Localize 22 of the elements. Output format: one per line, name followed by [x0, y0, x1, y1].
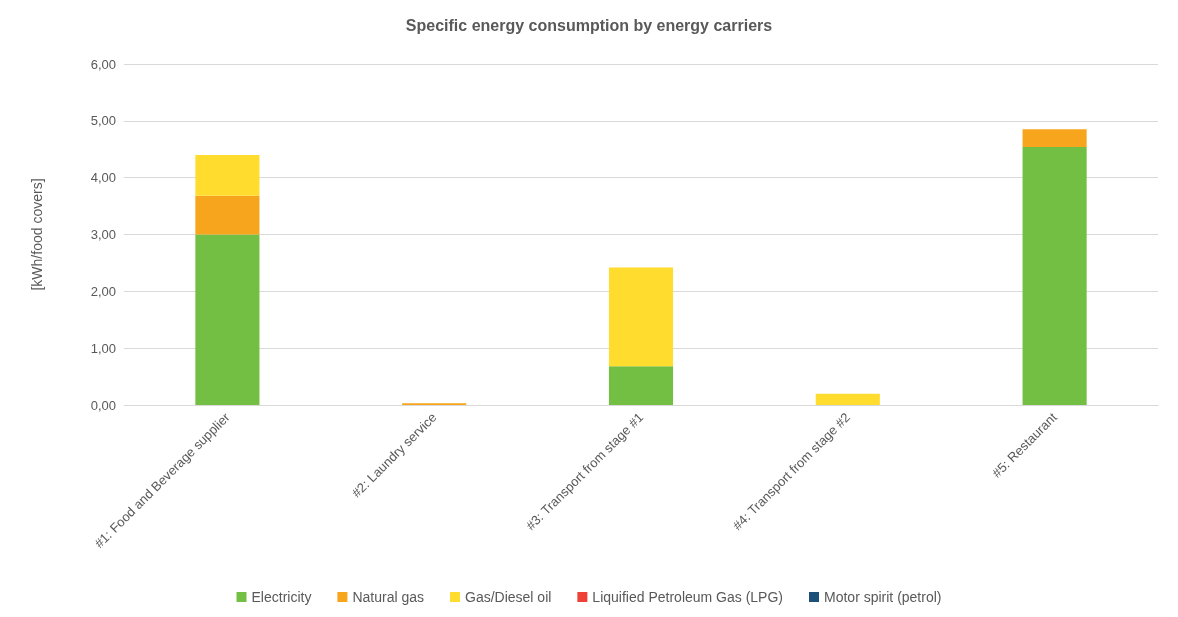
- y-tick-label: 2,00: [90, 283, 116, 299]
- bar: [195, 195, 260, 235]
- legend-label: Natural gas: [352, 589, 425, 605]
- bar: [195, 154, 260, 196]
- legend-label: Liquified Petroleum Gas (LPG): [592, 589, 784, 605]
- y-tick-label: 1,00: [90, 340, 116, 356]
- y-tick-label: 5,00: [90, 113, 116, 129]
- bar: [1022, 129, 1087, 147]
- y-tick-label: 0,00: [90, 397, 116, 413]
- y-tick-label: 6,00: [90, 56, 116, 72]
- chart-title: Specific energy consumption by energy carriers: [405, 16, 773, 34]
- legend-label: Gas/Diesel oil: [465, 589, 552, 605]
- legend-label: Motor spirit (petrol): [824, 589, 942, 605]
- legend-label: Electricity: [251, 589, 312, 605]
- bar: [608, 267, 674, 367]
- bar: [195, 234, 260, 405]
- y-tick-label: 4,00: [90, 170, 116, 186]
- y-axis-title: [kWh/food covers]: [29, 178, 45, 291]
- bar: [1022, 146, 1087, 405]
- y-tick-label: 3,00: [90, 227, 116, 242]
- bar: [815, 393, 880, 405]
- bar: [608, 366, 674, 405]
